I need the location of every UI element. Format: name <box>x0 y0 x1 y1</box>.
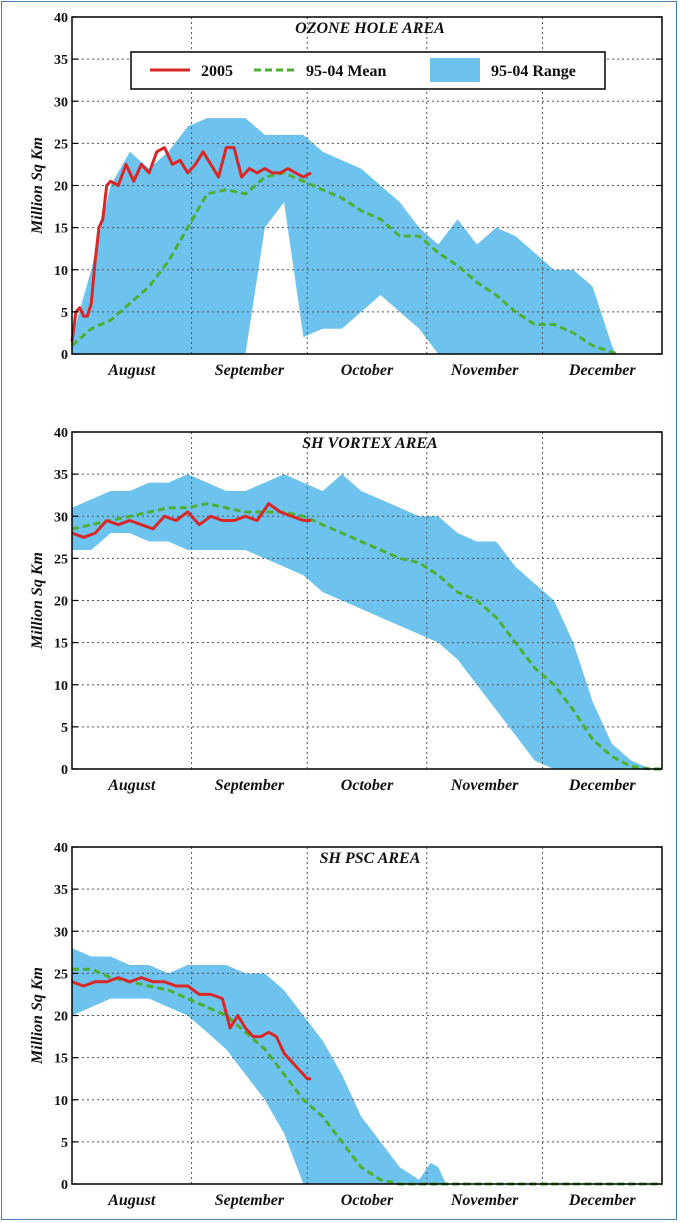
y-tick-label: 0 <box>61 348 68 363</box>
x-month-label: December <box>568 777 636 794</box>
mean-line <box>71 502 662 771</box>
y-tick-label: 40 <box>54 426 68 441</box>
range-area <box>72 118 616 354</box>
legend-label-mean: 95-04 Mean <box>306 63 387 80</box>
range-area <box>72 474 662 769</box>
x-month-label: August <box>107 1192 156 1209</box>
chart-title: OZONE HOLE AREA <box>295 20 445 37</box>
y-tick-label: 30 <box>54 95 68 110</box>
y-axis-label: Million Sq Km <box>29 552 46 650</box>
x-month-label: November <box>450 362 519 379</box>
x-month-label: September <box>215 1192 285 1209</box>
x-month-label: December <box>568 1192 636 1209</box>
x-month-label: November <box>450 777 519 794</box>
y-axis-label: Million Sq Km <box>29 137 46 235</box>
x-month-label: December <box>568 362 636 379</box>
range-area <box>72 948 450 1184</box>
y-tick-label: 25 <box>54 137 68 152</box>
y-axis-label: Million Sq Km <box>29 967 46 1065</box>
y-tick-label: 10 <box>54 1094 68 1109</box>
y-tick-label: 10 <box>54 679 68 694</box>
x-month-label: October <box>341 362 394 379</box>
mean-line <box>71 171 620 356</box>
y-tick-label: 35 <box>54 468 68 483</box>
x-month-label: October <box>341 1192 394 1209</box>
y-tick-label: 35 <box>54 53 68 68</box>
y-tick-label: 5 <box>61 1136 68 1151</box>
legend-label-2005: 2005 <box>201 63 233 80</box>
chart-panel-2: 0 5 10 15 20 25 30 35 40 August September October No… <box>29 426 663 794</box>
y-tick-label: 0 <box>61 763 68 778</box>
legend-swatch-range <box>430 58 480 82</box>
x-month-label: October <box>341 777 394 794</box>
chart-title: SH PSC AREA <box>320 850 421 867</box>
y-tick-label: 30 <box>54 925 68 940</box>
y-tick-label: 20 <box>54 180 68 195</box>
y-tick-label: 30 <box>54 510 68 525</box>
x-month-label: September <box>215 777 285 794</box>
y-tick-label: 35 <box>54 883 68 898</box>
line-2005 <box>71 502 312 539</box>
legend-label-range: 95-04 Range <box>491 63 576 80</box>
x-month-label: November <box>450 1192 519 1209</box>
y-tick-label: 10 <box>54 264 68 279</box>
chart-panel-3: 0 5 10 15 20 25 30 35 40 August September October No… <box>29 841 663 1209</box>
y-tick-label: 20 <box>54 595 68 610</box>
chart-panel-1: 0 5 10 15 20 25 30 35 40 August September October No… <box>29 11 663 379</box>
line-2005 <box>71 976 312 1081</box>
line-2005 <box>70 146 312 342</box>
legend-box <box>130 51 606 90</box>
y-tick-label: 40 <box>54 841 68 856</box>
x-month-label: September <box>215 362 285 379</box>
y-tick-label: 25 <box>54 967 68 982</box>
y-tick-label: 15 <box>54 222 68 237</box>
legend: 2005 95-04 Mean 95-04 Range <box>130 51 606 90</box>
chart-title: SH VORTEX AREA <box>302 435 438 452</box>
y-tick-label: 40 <box>54 11 68 26</box>
y-tick-label: 25 <box>54 552 68 567</box>
y-tick-label: 5 <box>61 306 68 321</box>
y-tick-label: 5 <box>61 721 68 736</box>
x-month-label: August <box>107 362 156 379</box>
y-tick-label: 15 <box>54 1052 68 1067</box>
x-month-label: August <box>107 777 156 794</box>
y-tick-label: 0 <box>61 1178 68 1193</box>
y-tick-label: 15 <box>54 637 68 652</box>
y-tick-label: 20 <box>54 1010 68 1025</box>
